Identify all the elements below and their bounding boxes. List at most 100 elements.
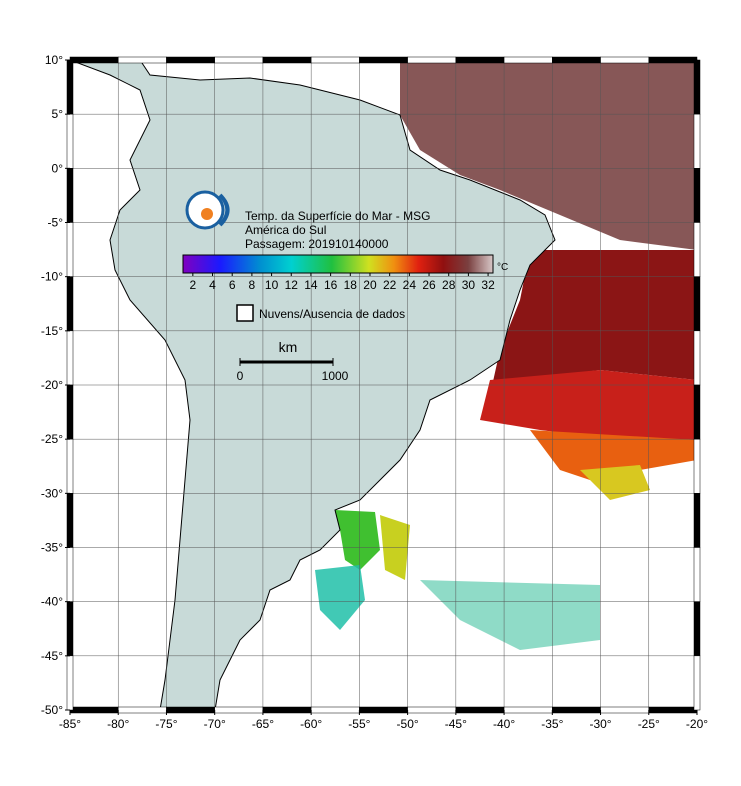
- colorbar-tick-label: 14: [304, 278, 318, 292]
- colorbar-tick-label: 10: [265, 278, 279, 292]
- frame-segment: [166, 706, 215, 714]
- frame-segment: [600, 56, 650, 64]
- lat-tick-label: -35°: [41, 541, 63, 555]
- lon-tick-label: -55°: [348, 717, 370, 731]
- frame-segment: [455, 56, 505, 64]
- colorbar-tick-label: 6: [229, 278, 236, 292]
- lat-tick-label: -15°: [41, 324, 63, 338]
- sst-yellow: [580, 465, 650, 500]
- colorbar-tick-label: 26: [422, 278, 436, 292]
- frame-segment: [66, 222, 74, 277]
- frame-segment: [66, 438, 74, 494]
- colorbar-unit: °C: [497, 262, 508, 273]
- frame-segment: [693, 168, 701, 223]
- scale-unit: km: [279, 339, 298, 355]
- frame-segment: [693, 547, 701, 602]
- sst-green: [335, 510, 380, 570]
- sst-red: [480, 370, 697, 440]
- sst-warm-north: [400, 60, 697, 250]
- frame-segment: [693, 113, 701, 169]
- lon-tick-label: -45°: [445, 717, 467, 731]
- frame-segment: [693, 384, 701, 440]
- frame-segment: [693, 276, 701, 332]
- lon-tick-label: -25°: [638, 717, 660, 731]
- frame-segment: [69, 56, 119, 64]
- logo: [185, 190, 230, 230]
- frame-segment: [66, 113, 74, 169]
- frame-segment: [693, 655, 701, 711]
- lon-tick-label: -20°: [686, 717, 708, 731]
- colorbar-tick-label: 18: [344, 278, 358, 292]
- colorbar-tick-label: 30: [462, 278, 476, 292]
- lon-tick-label: -75°: [155, 717, 177, 731]
- frame-segment: [407, 706, 457, 714]
- frame-segment: [552, 706, 601, 714]
- sst-dark-red: [490, 250, 697, 395]
- lat-tick-label: -40°: [41, 595, 63, 609]
- frame-segment: [552, 56, 601, 64]
- lat-tick-label: 0°: [52, 161, 64, 175]
- sst-cyan: [315, 565, 365, 630]
- lon-tick-label: -80°: [107, 717, 129, 731]
- scale-end: 1000: [322, 369, 349, 383]
- colorbar-tick-label: 24: [403, 278, 417, 292]
- lat-tick-label: -25°: [41, 432, 63, 446]
- frame-segment: [693, 222, 701, 277]
- legend: Temp. da Superfície do Mar - MSG América…: [182, 190, 508, 383]
- frame-segment: [117, 56, 167, 64]
- frame-segment: [693, 59, 701, 115]
- frame-segment: [66, 330, 74, 386]
- frame-segment: [66, 655, 74, 711]
- frame-segment: [359, 56, 408, 64]
- frame-segment: [214, 56, 264, 64]
- lat-tick-label: -45°: [41, 649, 63, 663]
- frame-segment: [66, 601, 74, 657]
- frame-segment: [66, 59, 74, 115]
- frame-segment: [310, 56, 360, 64]
- legend-title: Temp. da Superfície do Mar - MSG: [245, 209, 430, 223]
- lat-tick-label: -5°: [48, 216, 64, 230]
- lon-tick-label: -60°: [300, 717, 322, 731]
- frame-segment: [66, 276, 74, 332]
- frame-segment: [693, 438, 701, 494]
- colorbar-tick-label: 8: [249, 278, 256, 292]
- colorbar-tick-label: 16: [324, 278, 338, 292]
- legend-subtitle: América do Sul: [245, 223, 326, 237]
- colorbar-tick-label: 20: [363, 278, 377, 292]
- frame-segment: [648, 56, 698, 64]
- lon-tick-label: -70°: [204, 717, 226, 731]
- lon-tick-label: -30°: [589, 717, 611, 731]
- colorbar-tick-label: 22: [383, 278, 397, 292]
- lat-tick-label: 10°: [45, 53, 63, 67]
- colorbar-tick-label: 12: [285, 278, 299, 292]
- frame-segment: [262, 56, 312, 64]
- colorbar-tick-label: 28: [442, 278, 456, 292]
- frame-segment: [66, 547, 74, 602]
- scale-bar: [239, 358, 334, 366]
- sst-cyan-scatter: [420, 580, 600, 650]
- lon-tick-label: -65°: [252, 717, 274, 731]
- lat-tick-label: -30°: [41, 486, 63, 500]
- legend-pass: Passagem: 201910140000: [245, 237, 389, 251]
- frame-segment: [117, 706, 167, 714]
- sst-orange: [530, 430, 697, 480]
- frame-segment: [66, 168, 74, 223]
- frame-segment: [69, 706, 119, 714]
- no-data-swatch: [236, 304, 254, 322]
- frame-segment: [407, 56, 457, 64]
- frame-segment: [214, 706, 264, 714]
- lat-tick-label: -10°: [41, 270, 63, 284]
- colorbar: [182, 254, 494, 274]
- colorbar-tick-label: 4: [209, 278, 216, 292]
- frame-segment: [455, 706, 505, 714]
- frame-segment: [66, 384, 74, 440]
- frame-segment: [359, 706, 408, 714]
- lat-tick-label: 5°: [52, 107, 64, 121]
- frame-segment: [693, 601, 701, 657]
- colorbar-tick-label: 32: [481, 278, 495, 292]
- frame-segment: [600, 706, 650, 714]
- lon-tick-label: -85°: [59, 717, 81, 731]
- frame-segment: [648, 706, 698, 714]
- frame-segment: [166, 56, 215, 64]
